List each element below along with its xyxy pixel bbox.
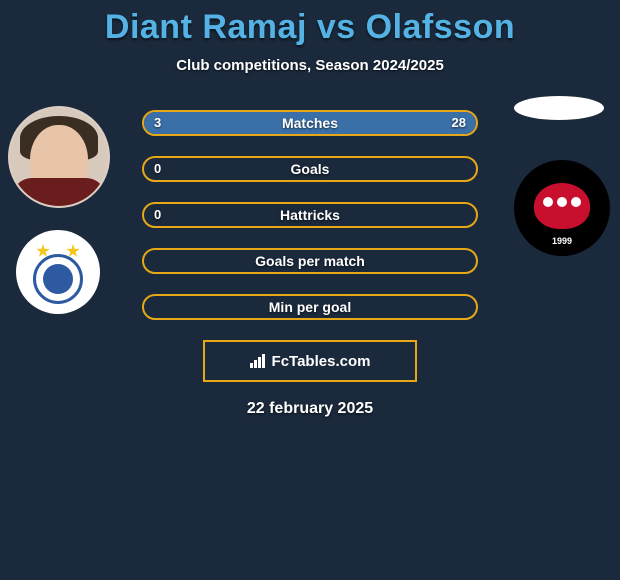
page-title: Diant Ramaj vs Olafsson (0, 8, 620, 47)
stat-label: Matches (144, 112, 476, 134)
brand-box: FcTables.com (203, 340, 417, 382)
stat-bar: Goals per match (142, 248, 478, 274)
stat-label: Hattricks (144, 204, 476, 226)
stat-bar: 0Hattricks (142, 202, 478, 228)
player1-jersey (12, 178, 106, 208)
player1-name: Diant Ramaj (105, 8, 307, 46)
stat-label: Goals (144, 158, 476, 180)
player2-name: Olafsson (366, 8, 515, 46)
stat-label: Min per goal (144, 296, 476, 318)
vs-label: vs (317, 8, 356, 46)
content-area: 1999 328Matches 0Goals 0Hattricks Goals per… (0, 110, 620, 418)
club-logo-emblem (43, 264, 73, 294)
player1-club-logo (16, 230, 100, 314)
stat-label: Goals per match (144, 250, 476, 272)
stat-bar: 328Matches (142, 110, 478, 136)
player1-photo (8, 106, 110, 208)
stat-bar: 0Goals (142, 156, 478, 182)
right-player-column: 1999 (514, 96, 610, 256)
stat-bar: Min per goal (142, 294, 478, 320)
bar-chart-icon (250, 354, 268, 368)
player2-photo (514, 96, 604, 120)
club-right-year: 1999 (514, 236, 610, 246)
comparison-widget: Diant Ramaj vs Olafsson Club competition… (0, 0, 620, 418)
date-label: 22 february 2025 (0, 400, 620, 418)
brand-text: FcTables.com (272, 353, 371, 370)
left-player-column (8, 106, 110, 314)
stats-list: 328Matches 0Goals 0Hattricks Goals per matc… (142, 110, 478, 320)
subtitle: Club competitions, Season 2024/2025 (0, 57, 620, 74)
player2-club-logo: 1999 (514, 160, 610, 256)
brand-label: FcTables.com (250, 353, 371, 370)
